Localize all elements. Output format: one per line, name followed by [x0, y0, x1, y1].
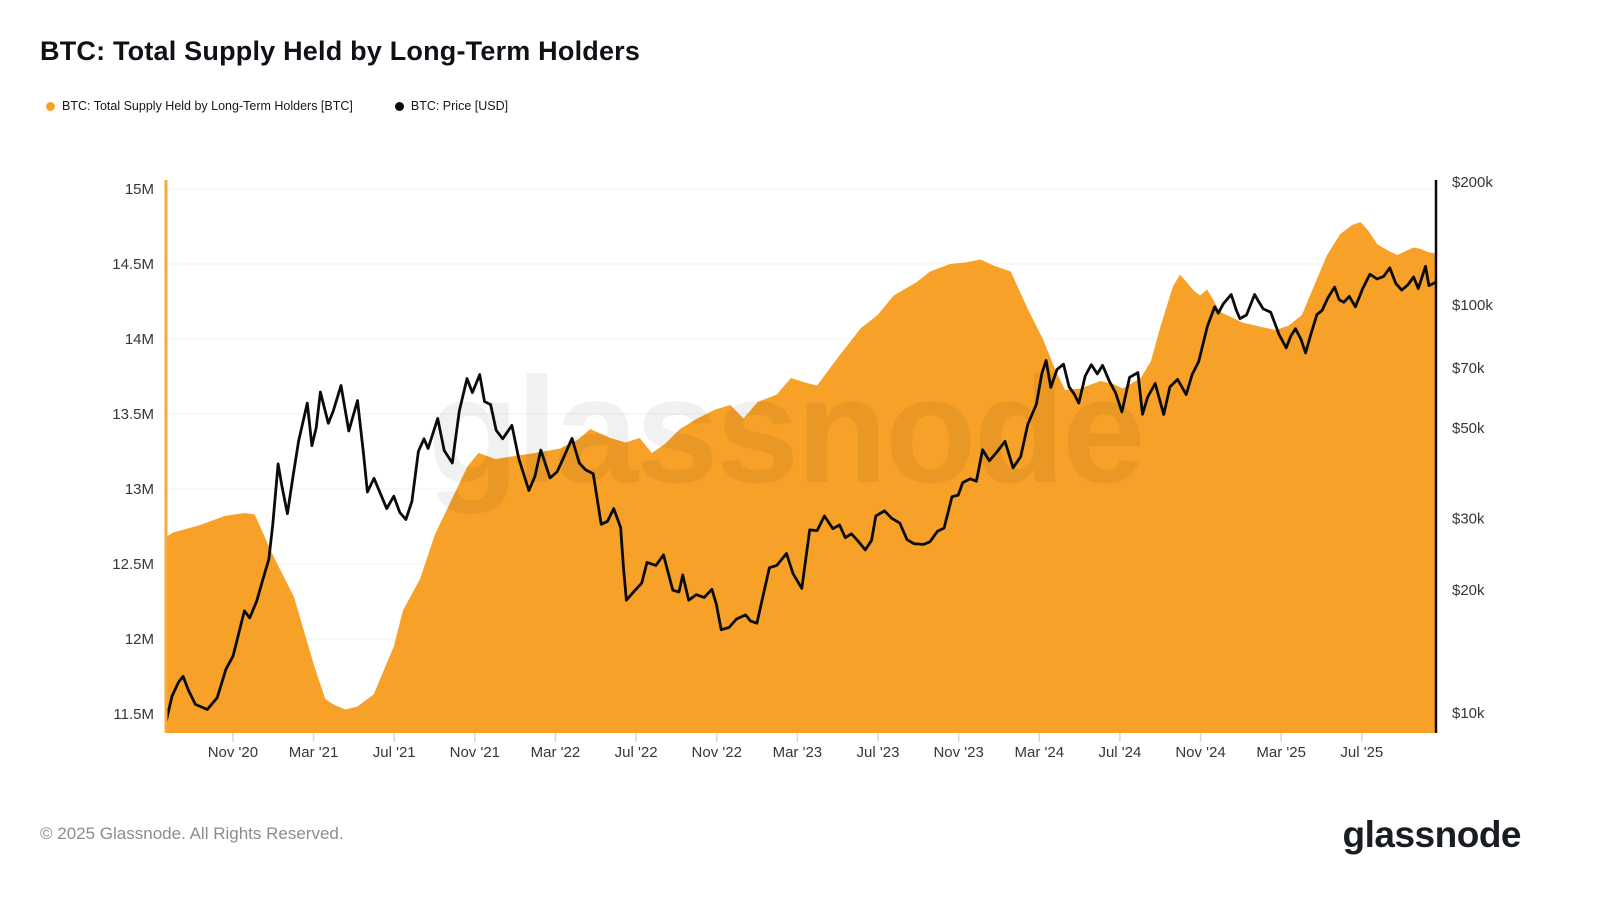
svg-text:11.5M: 11.5M — [113, 706, 154, 723]
svg-text:Nov '22: Nov '22 — [692, 744, 742, 761]
legend-item-price[interactable]: BTC: Price [USD] — [394, 99, 509, 113]
legend-item-supply[interactable]: BTC: Total Supply Held by Long-Term Hold… — [46, 99, 353, 113]
svg-text:14.5M: 14.5M — [112, 256, 154, 273]
svg-text:Jul '23: Jul '23 — [857, 744, 900, 761]
svg-text:Mar '21: Mar '21 — [289, 744, 339, 761]
price-legend-dot-icon — [394, 101, 404, 111]
svg-text:Mar '25: Mar '25 — [1256, 744, 1306, 761]
svg-text:Nov '21: Nov '21 — [450, 744, 500, 761]
supply-legend-dot-icon — [46, 101, 55, 111]
svg-text:Jul '22: Jul '22 — [615, 744, 658, 761]
watermark-text: glassnode — [428, 346, 1143, 514]
svg-text:14M: 14M — [125, 331, 154, 348]
svg-text:13M: 13M — [125, 481, 154, 498]
svg-text:Jul '25: Jul '25 — [1340, 744, 1383, 761]
svg-text:$200k: $200k — [1452, 174, 1493, 191]
svg-text:Mar '24: Mar '24 — [1014, 744, 1064, 761]
chart-legend: BTC: Total Supply Held by Long-Term Hold… — [46, 99, 508, 113]
page-title: BTC: Total Supply Held by Long-Term Hold… — [40, 36, 641, 66]
svg-text:Nov '23: Nov '23 — [933, 744, 983, 761]
glassnode-wordmark: glassnode — [1342, 814, 1522, 855]
svg-text:15M: 15M — [125, 181, 154, 198]
svg-text:Mar '22: Mar '22 — [531, 744, 581, 761]
svg-text:$100k: $100k — [1452, 297, 1493, 314]
svg-text:$10k: $10k — [1452, 705, 1485, 722]
svg-text:12.5M: 12.5M — [112, 556, 154, 573]
copyright-text: © 2025 Glassnode. All Rights Reserved. — [40, 824, 344, 843]
price-line-series[interactable] — [164, 264, 1437, 724]
svg-text:Nov '20: Nov '20 — [208, 744, 258, 761]
svg-text:Jul '21: Jul '21 — [373, 744, 416, 761]
x-axis-labels: Nov '20 Mar '21 Jul '21 Nov '21 Mar '22 Jul '… — [208, 733, 1383, 761]
svg-text:Mar '23: Mar '23 — [773, 744, 823, 761]
svg-text:13.5M: 13.5M — [112, 406, 154, 423]
right-axis-labels: $200k $100k $70k $50k $30k $20k $10k — [1452, 174, 1493, 722]
price-legend-label: BTC: Price [USD] — [410, 99, 509, 113]
svg-text:12M: 12M — [125, 631, 154, 648]
svg-text:$70k: $70k — [1452, 360, 1485, 377]
svg-text:Nov '24: Nov '24 — [1175, 744, 1225, 761]
supply-area-series[interactable] — [166, 222, 1435, 733]
supply-legend-label: BTC: Total Supply Held by Long-Term Hold… — [62, 99, 353, 113]
svg-text:Jul '24: Jul '24 — [1098, 744, 1141, 761]
left-axis-labels: 15M 14.5M 14M 13.5M 13M 12.5M 12M 11.5M — [112, 181, 154, 723]
svg-text:$50k: $50k — [1452, 420, 1485, 437]
svg-text:$30k: $30k — [1452, 510, 1485, 527]
svg-text:$20k: $20k — [1452, 582, 1485, 599]
